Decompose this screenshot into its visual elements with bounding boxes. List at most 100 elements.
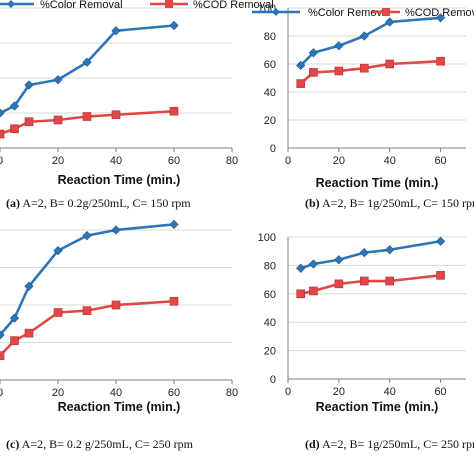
panel-caption: (b) A=2, B= 1g/250mL, C= 150 rpm [305, 196, 474, 210]
data-point-square [385, 276, 395, 286]
data-point-square [169, 296, 179, 306]
x-tick-label: 20 [52, 387, 64, 399]
data-point-diamond [296, 60, 306, 71]
x-tick-label: 0 [0, 155, 3, 167]
x-tick-label: 40 [110, 155, 122, 167]
data-point-square [10, 336, 19, 345]
data-point-diamond [111, 26, 121, 36]
y-tick-label: 20 [264, 346, 276, 358]
x-tick-label: 80 [226, 387, 238, 399]
y-tick-label: 0 [270, 374, 276, 386]
panel-caption-label: (a) [6, 196, 20, 210]
data-point-square [296, 289, 306, 299]
x-axis-title: Reaction Time (min.) [58, 400, 181, 414]
x-axis-title: Reaction Time (min.) [316, 176, 439, 190]
data-point-diamond [169, 20, 179, 31]
data-point-diamond [24, 80, 34, 90]
data-point-diamond [53, 246, 63, 256]
x-tick-label: 60 [168, 155, 180, 167]
data-point-square [334, 279, 344, 289]
data-point-square [359, 276, 369, 286]
chart-panel-c: 0 20 40 60 80 Reaction Time (min.) (c) A=2, B=… [0, 219, 238, 451]
data-point-square [53, 308, 63, 317]
legend-swatch-marker [165, 0, 173, 8]
data-point-diamond [0, 330, 5, 340]
legend-swatch-marker [382, 8, 390, 16]
data-point-square [82, 112, 92, 121]
y-tick-label: 60 [264, 59, 276, 71]
series-color-removal [0, 219, 179, 340]
x-tick-label: 0 [0, 387, 3, 399]
x-tick-label: 60 [168, 387, 180, 399]
data-point-square [309, 68, 318, 77]
data-point-square [0, 351, 5, 360]
data-point-diamond [111, 225, 121, 235]
data-point-diamond [53, 75, 63, 85]
panel-caption-label: (d) [305, 437, 320, 451]
series-color-removal [296, 236, 446, 273]
x-tick-label: 80 [226, 155, 238, 167]
x-tick-label: 20 [333, 155, 345, 167]
legend-label: %COD Removal [193, 0, 274, 11]
panel-caption: (d) A=2, B= 1g/250mL, C= 250 rpm [305, 437, 474, 451]
chart-panel-a: 0 20 40 60 80 %Color Removal %COD Removal React… [0, 0, 274, 210]
data-point-square [359, 63, 369, 73]
data-point-square [82, 306, 92, 315]
data-point-square [0, 129, 5, 139]
series-line [0, 223, 175, 336]
data-point-diamond [385, 245, 395, 255]
x-axis-title: Reaction Time (min.) [316, 400, 439, 414]
data-point-square [309, 286, 318, 296]
data-point-diamond [9, 313, 20, 323]
data-point-diamond [359, 247, 369, 258]
data-point-diamond [308, 48, 319, 58]
y-tick-label: 40 [264, 87, 276, 99]
series-color-removal [296, 13, 446, 71]
x-tick-label: 40 [384, 386, 396, 398]
series-color-removal [0, 20, 179, 118]
legend-label: %COD Removal [405, 7, 474, 19]
data-point-square [296, 79, 306, 88]
y-tick-label: 80 [264, 31, 276, 43]
data-point-square [111, 110, 121, 120]
x-tick-label: 60 [434, 386, 446, 398]
legend-swatch-marker [7, 0, 15, 8]
data-point-square [436, 271, 445, 280]
x-tick-label: 0 [285, 386, 291, 398]
data-point-square [10, 124, 19, 134]
panel-caption-text: A=2, B= 0.2 g/250mL, C= 250 rpm [19, 437, 193, 451]
data-point-square [111, 300, 121, 310]
series-cod-removal [0, 106, 179, 139]
x-tick-label: 60 [434, 155, 446, 167]
panel-caption-text: A=2, B= 0.2g/250mL, C= 150 rpm [20, 196, 191, 210]
series-cod-removal [296, 56, 445, 88]
series-line [300, 239, 441, 270]
panel-caption-label: (b) [305, 196, 320, 210]
y-tick-label: 80 [264, 260, 276, 272]
x-tick-label: 0 [285, 155, 291, 167]
y-tick-label: 40 [264, 317, 276, 329]
data-point-square [53, 115, 63, 125]
data-point-diamond [82, 231, 92, 241]
chart-panel-d: 0 20 40 60 0 20 40 60 80 100 Reaction Time (min.) (… [258, 232, 474, 451]
legend-label: %Color Removal [308, 7, 391, 19]
series-line [299, 16, 441, 67]
y-tick-label: 0 [270, 143, 276, 155]
data-point-diamond [385, 17, 395, 27]
data-point-diamond [9, 101, 20, 111]
panel-caption: (c) A=2, B= 0.2 g/250mL, C= 250 rpm [6, 437, 194, 451]
x-tick-label: 20 [333, 386, 345, 398]
series-cod-removal [296, 271, 445, 299]
data-point-diamond [296, 263, 306, 273]
x-tick-label: 40 [110, 387, 122, 399]
series-line [300, 274, 441, 296]
data-point-square [436, 56, 445, 66]
legend-swatch-marker [272, 8, 280, 16]
data-point-diamond [435, 13, 446, 23]
data-point-square [24, 117, 34, 127]
legend: %Color Removal %COD Removal [252, 7, 474, 19]
legend: %Color Removal %COD Removal [0, 0, 274, 11]
data-point-diamond [359, 31, 369, 41]
